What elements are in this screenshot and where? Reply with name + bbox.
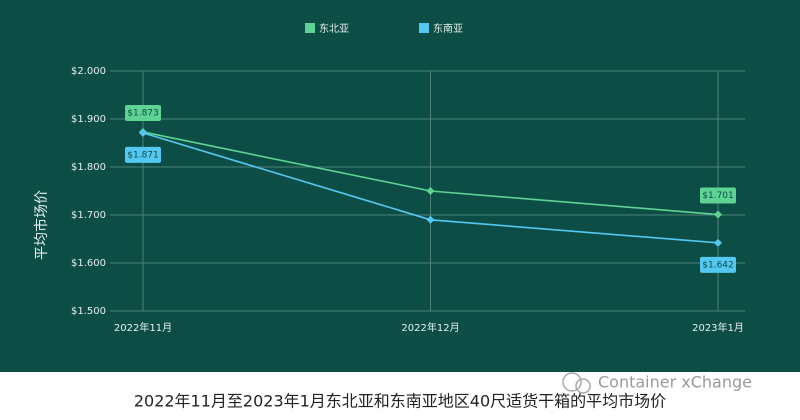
- point-marker: [139, 128, 147, 137]
- point-marker: [714, 210, 722, 219]
- caption: 2022年11月至2023年1月东北亚和东南亚地区40尺适货干箱的平均市场价: [134, 392, 666, 411]
- value-label-box: [700, 187, 736, 204]
- y-tick-label: $1.900: [71, 114, 106, 125]
- value-label: $1.642: [700, 256, 736, 273]
- legend-label: 东南亚: [433, 22, 463, 35]
- watermark-icon: [562, 372, 591, 394]
- value-label-text: $1.871: [127, 150, 159, 160]
- x-tick-label: 2022年11月: [114, 321, 172, 334]
- x-tick-label: 2023年1月: [692, 321, 744, 334]
- chart-background: [0, 0, 800, 372]
- x-tick-label: 2022年12月: [401, 321, 459, 334]
- point-marker: [426, 187, 435, 195]
- y-tick-label: $1.600: [71, 258, 106, 269]
- value-label-box: [125, 146, 161, 163]
- value-label-text: $1.873: [127, 108, 159, 118]
- value-label: $1.701: [700, 187, 736, 204]
- y-axis-title: 平均市场价: [33, 190, 50, 260]
- y-tick-label: $1.500: [71, 306, 106, 317]
- value-label: $1.873: [125, 104, 161, 121]
- legend-swatch: [305, 23, 315, 33]
- y-tick-label: $2.000: [71, 66, 106, 77]
- watermark: Container xChange: [598, 373, 752, 392]
- y-tick-label: $1.700: [71, 210, 106, 221]
- point-marker: [714, 238, 722, 247]
- legend-swatch: [419, 23, 429, 33]
- y-tick-label: $1.800: [71, 162, 106, 173]
- value-label-box: [125, 104, 161, 121]
- value-label-text: $1.642: [702, 260, 734, 270]
- value-label: $1.871: [125, 146, 161, 163]
- value-label-text: $1.701: [702, 191, 734, 201]
- legend-label: 东北亚: [319, 22, 349, 35]
- value-label-box: [700, 256, 736, 273]
- point-marker: [426, 215, 435, 224]
